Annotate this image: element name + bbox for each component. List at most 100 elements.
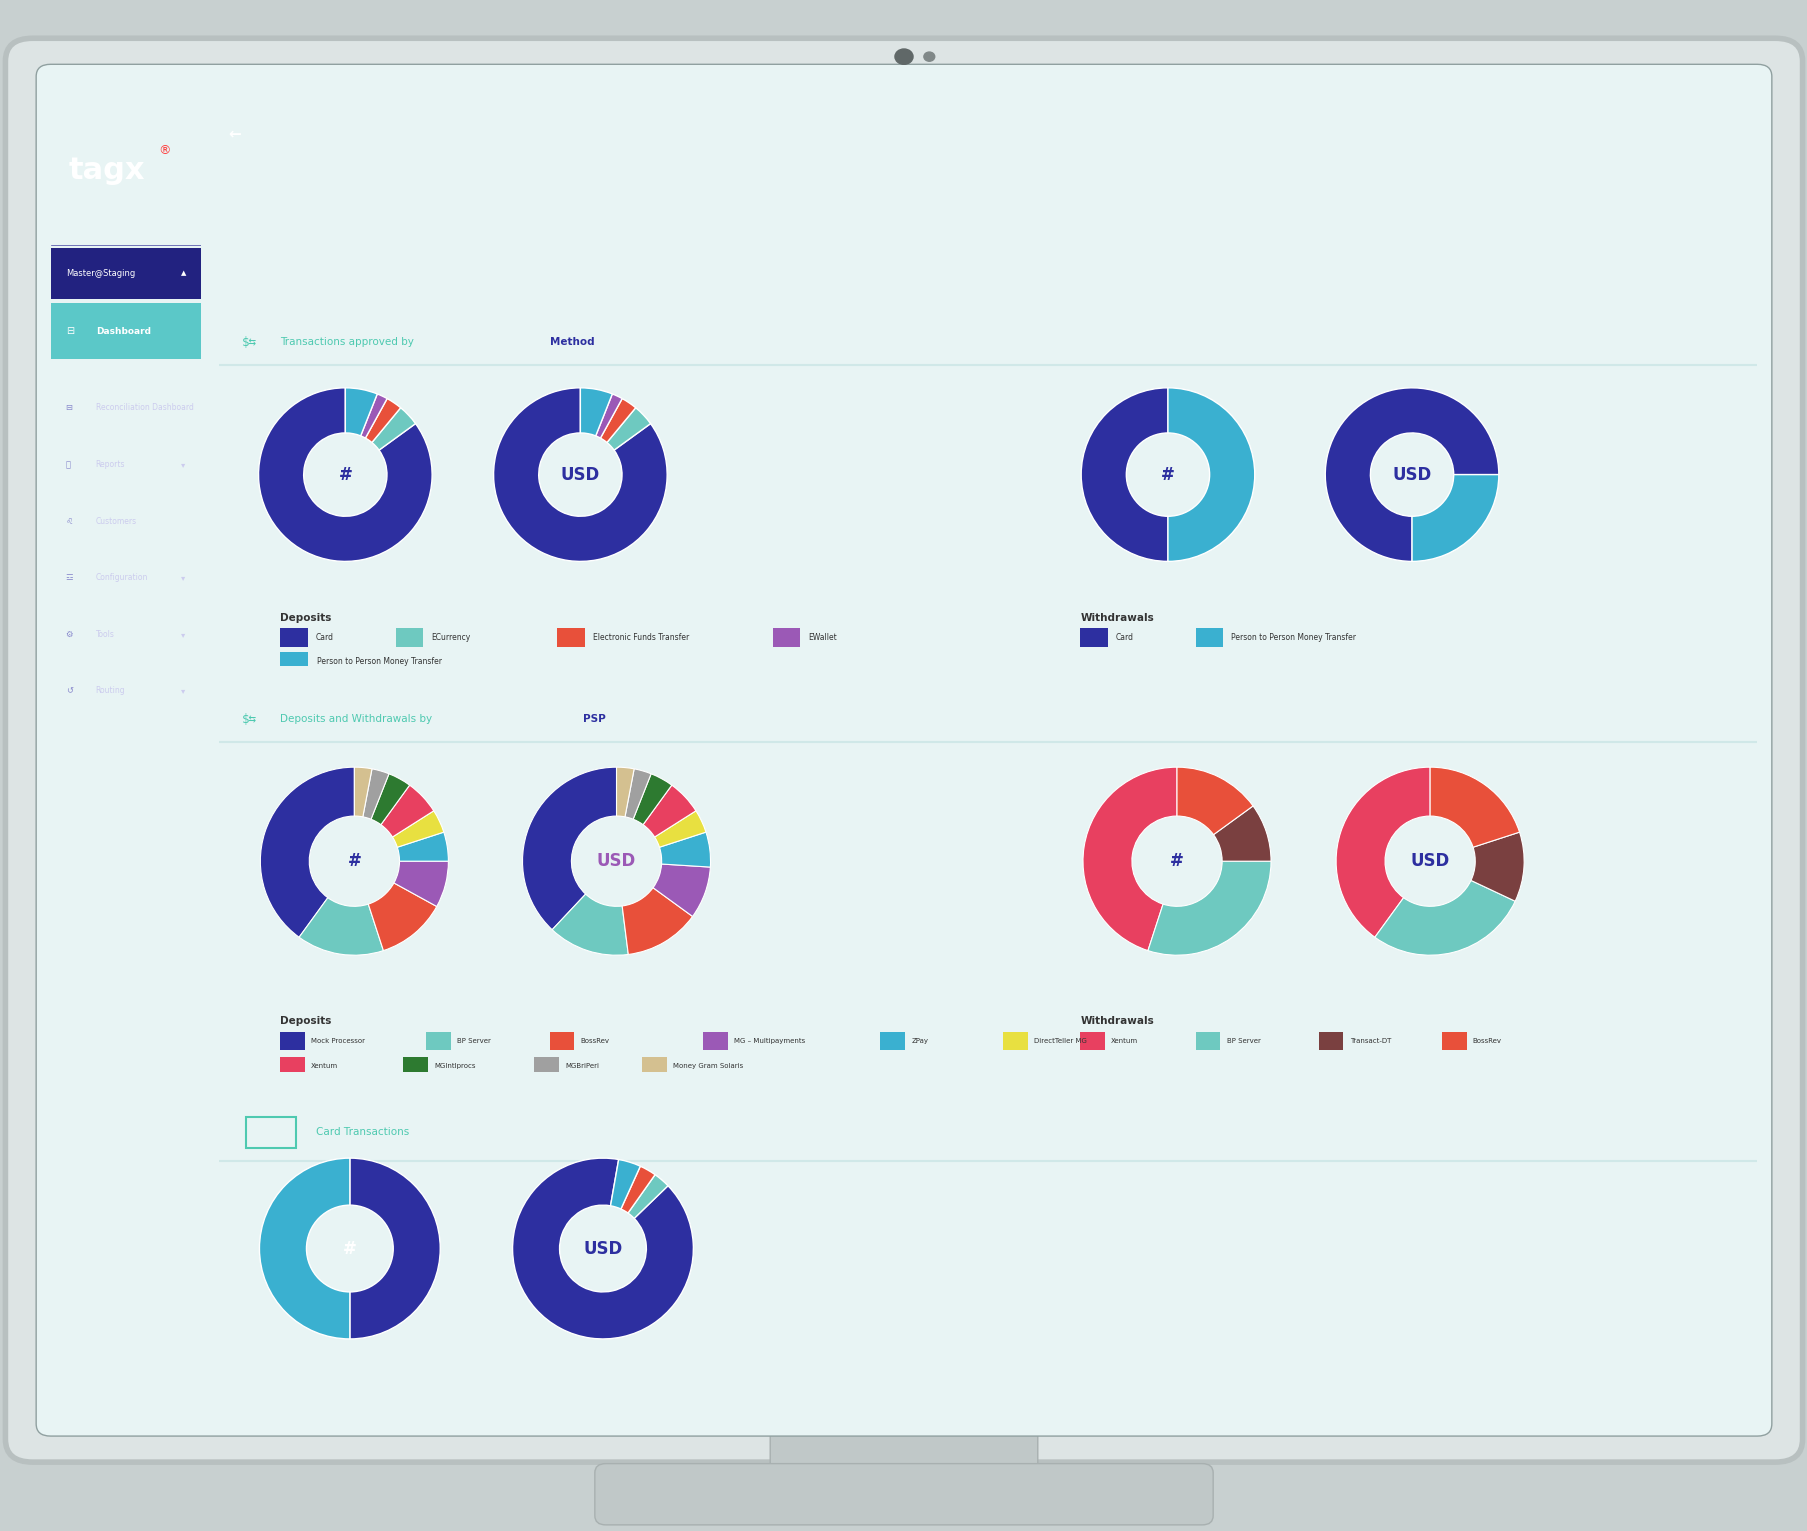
Text: ▾: ▾ (181, 573, 184, 582)
Text: USD: USD (1409, 853, 1449, 870)
Text: ®: ® (159, 144, 172, 158)
Wedge shape (370, 773, 410, 825)
Text: #: # (1169, 853, 1184, 870)
Text: Deposits: Deposits (280, 612, 331, 623)
Text: ←: ← (228, 127, 242, 141)
Wedge shape (625, 769, 651, 819)
Text: Card: Card (316, 634, 334, 641)
Wedge shape (1167, 387, 1254, 562)
Text: USD: USD (560, 465, 600, 484)
Wedge shape (627, 1174, 667, 1219)
Text: ▾: ▾ (181, 461, 184, 468)
Text: DirectTeller MG: DirectTeller MG (1034, 1038, 1086, 1044)
Bar (280, 1058, 305, 1075)
Wedge shape (260, 1157, 351, 1340)
Wedge shape (381, 785, 434, 837)
Text: USD: USD (584, 1240, 622, 1257)
Bar (51, 303, 201, 360)
Text: ECurrency: ECurrency (430, 634, 470, 641)
Wedge shape (392, 811, 443, 847)
Bar (1081, 628, 1108, 648)
Wedge shape (1212, 805, 1270, 860)
Bar (246, 1116, 296, 1148)
Text: ⎘: ⎘ (65, 461, 70, 468)
Wedge shape (1471, 833, 1523, 902)
Text: ⊟: ⊟ (65, 404, 72, 412)
Text: USD: USD (1391, 465, 1431, 484)
Text: Card Transactions: Card Transactions (316, 1127, 408, 1138)
Text: Routing: Routing (96, 686, 125, 695)
Bar (1194, 628, 1223, 648)
Text: #: # (347, 853, 361, 870)
Text: Reports: Reports (96, 461, 125, 468)
Text: ▾: ▾ (181, 629, 184, 638)
Bar (1194, 1032, 1220, 1050)
Text: ⚙: ⚙ (65, 629, 72, 638)
Wedge shape (513, 1157, 692, 1340)
Wedge shape (394, 862, 448, 906)
Wedge shape (372, 407, 416, 450)
Bar (1317, 1032, 1343, 1050)
Text: BossRev: BossRev (1473, 1038, 1502, 1044)
Text: Deposits and Withdrawals by: Deposits and Withdrawals by (280, 713, 432, 724)
Text: Deposits: Deposits (280, 1017, 331, 1026)
Wedge shape (611, 1159, 640, 1209)
Wedge shape (369, 883, 437, 951)
Text: Configuration: Configuration (96, 573, 148, 582)
Text: USD: USD (596, 853, 636, 870)
Wedge shape (595, 393, 622, 438)
Wedge shape (1335, 767, 1429, 937)
Bar (557, 628, 585, 648)
Wedge shape (551, 894, 629, 955)
Wedge shape (298, 897, 383, 955)
Wedge shape (643, 785, 696, 837)
Wedge shape (1411, 475, 1498, 562)
Wedge shape (580, 387, 613, 436)
Wedge shape (365, 398, 401, 442)
Wedge shape (345, 387, 378, 436)
Wedge shape (1176, 767, 1252, 834)
Bar (641, 1058, 667, 1075)
Wedge shape (398, 833, 448, 862)
Text: #: # (343, 1240, 356, 1257)
Bar (533, 1058, 558, 1075)
Wedge shape (522, 767, 616, 929)
Text: Money Gram Solaris: Money Gram Solaris (672, 1064, 743, 1070)
Text: ⊟: ⊟ (65, 326, 74, 337)
Wedge shape (654, 811, 705, 847)
Wedge shape (660, 833, 710, 867)
Text: ↺: ↺ (65, 686, 72, 695)
Text: #: # (338, 465, 352, 484)
Wedge shape (1147, 860, 1270, 955)
Bar (1081, 1032, 1104, 1050)
Wedge shape (652, 863, 710, 917)
Wedge shape (1373, 880, 1514, 955)
Text: Transact-DT: Transact-DT (1348, 1038, 1390, 1044)
Text: Master@Staging: Master@Staging (65, 269, 136, 277)
Text: Dashboard: Dashboard (96, 326, 150, 335)
Text: $⇆: $⇆ (242, 335, 257, 349)
Bar (1003, 1032, 1028, 1050)
Text: ☲: ☲ (65, 573, 72, 582)
Text: Withdrawals: Withdrawals (1081, 1017, 1153, 1026)
Wedge shape (360, 393, 387, 438)
Wedge shape (620, 1167, 654, 1213)
Text: MGBriPeri: MGBriPeri (564, 1064, 598, 1070)
Text: Xentum: Xentum (1111, 1038, 1138, 1044)
Wedge shape (616, 767, 634, 818)
Wedge shape (1429, 767, 1518, 847)
Text: #: # (1160, 465, 1175, 484)
Bar (1442, 1032, 1465, 1050)
Bar (280, 628, 307, 648)
Text: MGIntlprocs: MGIntlprocs (434, 1064, 475, 1070)
Text: Person to Person Money Transfer: Person to Person Money Transfer (1231, 634, 1355, 641)
Text: Card: Card (1115, 634, 1133, 641)
Wedge shape (622, 888, 692, 954)
Bar (426, 1032, 452, 1050)
Wedge shape (258, 387, 432, 562)
Text: Customers: Customers (96, 516, 137, 525)
Wedge shape (632, 773, 672, 825)
Bar (549, 1032, 575, 1050)
Bar (703, 1032, 728, 1050)
Text: ♌: ♌ (65, 516, 72, 525)
